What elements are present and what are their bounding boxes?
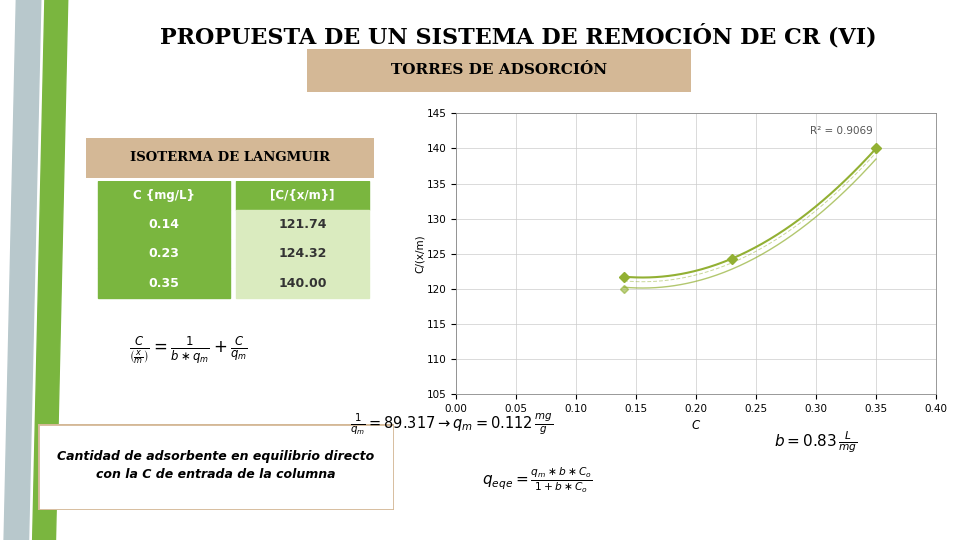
Bar xyxy=(236,181,369,210)
FancyBboxPatch shape xyxy=(86,138,374,178)
Text: PROPUESTA DE UN SISTEMA DE REMOCIÓN DE CR (VI): PROPUESTA DE UN SISTEMA DE REMOCIÓN DE C… xyxy=(160,24,876,49)
Text: Cantidad de adsorbente en equilibrio directo
con la C de entrada de la columna: Cantidad de adsorbente en equilibrio dir… xyxy=(58,450,374,481)
Bar xyxy=(236,239,369,268)
X-axis label: C: C xyxy=(692,420,700,433)
Polygon shape xyxy=(4,0,40,540)
Bar xyxy=(98,268,230,298)
FancyBboxPatch shape xyxy=(307,49,691,92)
Y-axis label: C/(x/m): C/(x/m) xyxy=(415,234,425,273)
Bar xyxy=(98,181,230,210)
Text: 124.32: 124.32 xyxy=(278,247,326,260)
Polygon shape xyxy=(33,0,68,540)
Text: $q_{eqe} = \frac{q_m \ast b \ast C_o}{1 + b \ast C_o}$: $q_{eqe} = \frac{q_m \ast b \ast C_o}{1 … xyxy=(482,466,593,495)
Bar xyxy=(236,210,369,239)
Text: $\frac{1}{q_m} = 89.317 \rightarrow q_m = 0.112\,\frac{mg}{g}$: $\frac{1}{q_m} = 89.317 \rightarrow q_m … xyxy=(349,412,553,437)
Text: 0.23: 0.23 xyxy=(149,247,180,260)
Bar xyxy=(98,210,230,239)
Text: [C/{x/m}]: [C/{x/m}] xyxy=(270,189,335,202)
Text: C {mg/L}: C {mg/L} xyxy=(133,189,195,202)
Text: TORRES DE ADSORCIÓN: TORRES DE ADSORCIÓN xyxy=(391,63,608,77)
Text: $\frac{C}{\left(\frac{x}{m}\right)} = \frac{1}{b \ast q_m} + \frac{C}{q_m}$: $\frac{C}{\left(\frac{x}{m}\right)} = \f… xyxy=(129,334,248,366)
Text: R² = 0.9069: R² = 0.9069 xyxy=(810,126,873,136)
Bar xyxy=(236,268,369,298)
Text: ISOTERMA DE LANGMUIR: ISOTERMA DE LANGMUIR xyxy=(131,151,330,165)
Text: 0.35: 0.35 xyxy=(149,276,180,289)
Text: 121.74: 121.74 xyxy=(278,218,326,231)
Text: 140.00: 140.00 xyxy=(278,276,326,289)
Text: 0.14: 0.14 xyxy=(149,218,180,231)
Bar xyxy=(98,239,230,268)
Text: $b = 0.83\,\frac{L}{mg}$: $b = 0.83\,\frac{L}{mg}$ xyxy=(774,430,858,455)
FancyBboxPatch shape xyxy=(38,424,394,510)
